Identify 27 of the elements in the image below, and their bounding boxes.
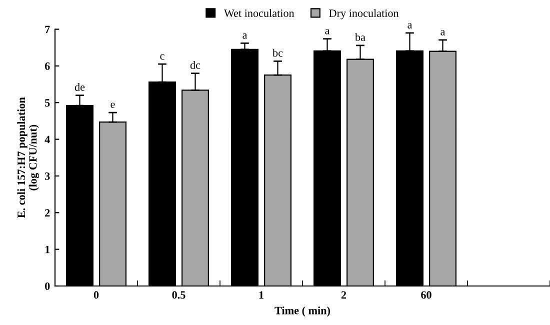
x-tick-label: 60 bbox=[421, 291, 432, 299]
data-label: a bbox=[325, 29, 330, 34]
data-label: a bbox=[440, 30, 446, 36]
y-tick-label: 1 bbox=[45, 246, 50, 254]
x-tick-label: 1 bbox=[259, 291, 264, 299]
y-tick-label: 3 bbox=[45, 172, 50, 180]
x-tick-label: 2 bbox=[341, 291, 346, 299]
x-tick-label: 0.5 bbox=[172, 291, 186, 299]
data-label: a bbox=[242, 33, 248, 39]
y-tick-label: 0 bbox=[45, 282, 50, 290]
legend-label: Wet inoculation bbox=[224, 9, 294, 18]
data-label: bc bbox=[272, 48, 283, 57]
data-label: ba bbox=[355, 33, 366, 41]
x-axis-title: Time ( min) bbox=[274, 306, 330, 317]
data-label: c bbox=[160, 54, 164, 60]
y-axis-title: E. coli 157:H7 population (log CFU/nut) bbox=[17, 97, 40, 218]
data-label: de bbox=[74, 82, 85, 91]
y-tick-label: 5 bbox=[45, 99, 50, 107]
data-label: a bbox=[408, 23, 412, 28]
y-tick-label: 2 bbox=[45, 209, 50, 216]
x-tick-label: 0 bbox=[94, 291, 99, 299]
y-tick-label: 4 bbox=[44, 136, 50, 144]
y-tick-label: 6 bbox=[44, 62, 50, 70]
y-tick-label: 7 bbox=[45, 26, 50, 34]
data-label: dc bbox=[190, 60, 200, 69]
legend-label: Dry inoculation bbox=[329, 9, 399, 20]
data-label: e bbox=[110, 102, 115, 108]
